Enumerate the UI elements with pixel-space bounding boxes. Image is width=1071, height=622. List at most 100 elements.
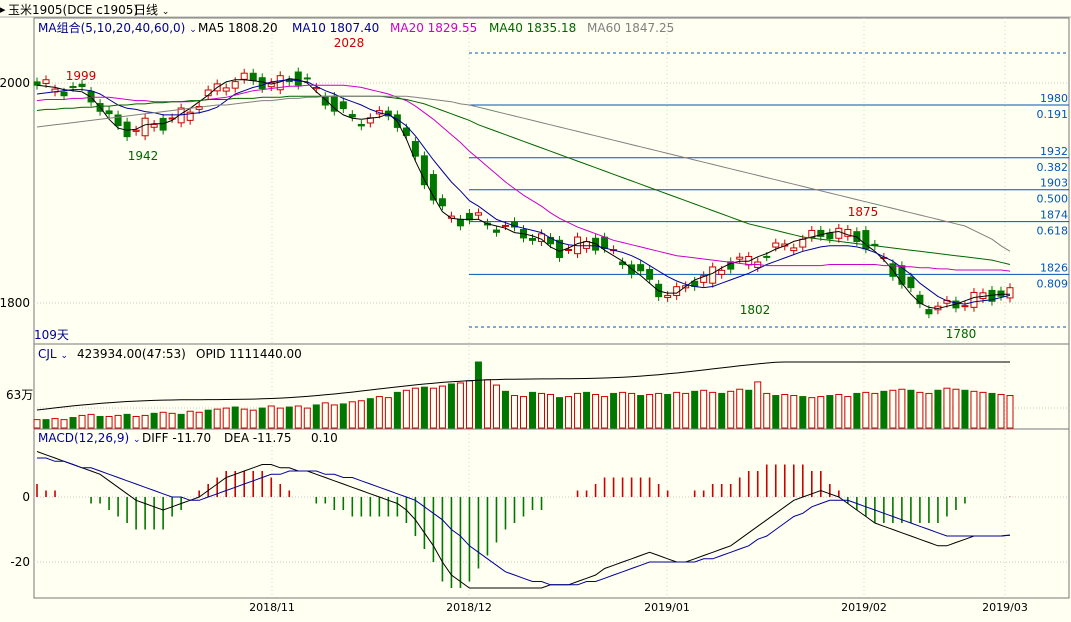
- period-label: 日线: [134, 3, 159, 17]
- volume-bar: [808, 397, 816, 429]
- bars-count-label: 109天: [34, 328, 69, 342]
- macd-series: [36, 451, 1011, 589]
- volume-bar: [610, 392, 618, 429]
- candle-body: [402, 127, 410, 136]
- fib-ratio-label: 0.191: [1037, 108, 1069, 121]
- volume-bar: [565, 396, 573, 429]
- fib-ratio-label: 0.500: [1037, 193, 1069, 206]
- volume-bar: [483, 379, 491, 429]
- volume-bar: [790, 395, 798, 429]
- volume-values: 423934.00(47:53): [77, 347, 186, 361]
- candle-body: [1006, 287, 1014, 299]
- candle-body: [348, 114, 356, 118]
- volume-bar: [1006, 395, 1014, 429]
- volume-bar: [880, 390, 888, 429]
- volume-group-label: CJL: [38, 347, 57, 361]
- volume-bar: [69, 417, 77, 429]
- volume-bar: [87, 413, 95, 429]
- price-annotation: 1802: [740, 303, 771, 317]
- candle-body: [718, 269, 726, 275]
- volume-bar: [204, 409, 212, 429]
- candle-body: [970, 291, 978, 308]
- volume-bar: [474, 361, 482, 429]
- volume-bar: [159, 411, 167, 429]
- volume-bar: [934, 389, 942, 429]
- volume-bar: [853, 392, 861, 429]
- candle-body: [186, 111, 194, 121]
- volume-bar: [799, 396, 807, 429]
- candle-body: [772, 242, 780, 248]
- volume-bar: [754, 381, 762, 429]
- candle-body: [529, 237, 537, 241]
- volume-bar: [916, 391, 924, 429]
- volume-bar: [961, 389, 969, 429]
- ma-group-selector[interactable]: MA组合(5,10,20,40,60,0) ⌄: [38, 21, 197, 37]
- candle-body: [294, 71, 302, 86]
- candle-body: [150, 123, 158, 128]
- volume-bar: [619, 391, 627, 429]
- candle-body: [817, 229, 825, 237]
- volume-bar: [123, 413, 131, 429]
- candle-body: [465, 212, 473, 221]
- candle-body: [799, 238, 807, 248]
- candle-body: [330, 95, 338, 112]
- volume-bar: [222, 407, 230, 429]
- candle-body: [907, 276, 915, 289]
- volume-bar: [258, 407, 266, 429]
- volume-bar: [997, 393, 1005, 429]
- menu-indicator-icon[interactable]: ▸: [0, 3, 6, 16]
- volume-bar: [979, 391, 987, 429]
- candle-body: [736, 256, 744, 260]
- chevron-down-icon: ⌄: [132, 435, 141, 445]
- candle-body: [60, 91, 68, 97]
- price-annotation: 1780: [946, 327, 977, 341]
- volume-bar: [105, 415, 113, 429]
- macd-tick-label: 0: [22, 490, 30, 504]
- volume-bar: [718, 392, 726, 429]
- volume-bar: [438, 385, 446, 429]
- volume-bar: [772, 395, 780, 429]
- ma10-legend: MA10 1807.40: [292, 21, 380, 35]
- candle-body: [826, 232, 834, 240]
- macd-group-selector[interactable]: MACD(12,26,9) ⌄: [38, 431, 141, 447]
- volume-bar: [366, 398, 374, 429]
- volume-bar: [510, 395, 518, 429]
- volume-bar: [393, 391, 401, 429]
- candle-body: [664, 295, 672, 298]
- moving-average-lines: [36, 78, 1011, 310]
- price-tick-label: 2000: [0, 76, 30, 90]
- fib-price-label: 1980: [1040, 92, 1068, 105]
- fib-price-label: 1874: [1040, 209, 1068, 222]
- candle-body: [646, 269, 654, 280]
- candle-body: [556, 239, 564, 258]
- candle-body: [997, 290, 1005, 297]
- ma-group-label: MA组合(5,10,20,40,60,0): [38, 21, 186, 35]
- volume-bar: [709, 391, 717, 429]
- macd-histogram-value: 0.10: [311, 431, 338, 445]
- volume-bar: [700, 389, 708, 429]
- ma-line-ma40: [36, 95, 1011, 265]
- volume-bar: [168, 412, 176, 429]
- chevron-down-icon: ⌄: [60, 351, 68, 361]
- candle-body: [925, 309, 933, 315]
- volume-bar: [844, 396, 852, 429]
- fib-ratio-label: 0.382: [1037, 161, 1069, 174]
- chevron-down-icon: ⌄: [161, 7, 170, 17]
- volume-bar: [465, 380, 473, 429]
- candle-body: [339, 101, 347, 110]
- macd-dea-value: DEA -11.75: [224, 431, 292, 445]
- volume-bar: [547, 393, 555, 429]
- candle-body: [429, 174, 437, 201]
- period-selector[interactable]: 日线 ⌄: [134, 3, 169, 19]
- macd-diff-value: DIFF -11.70: [142, 431, 212, 445]
- ma-line-ma5: [36, 78, 1010, 310]
- volume-bar: [781, 393, 789, 429]
- price-tick-label: 1800: [0, 296, 30, 310]
- volume-group-selector[interactable]: CJL ⌄: [38, 347, 68, 363]
- candle-body: [700, 275, 708, 283]
- candle-body: [637, 264, 645, 272]
- candle-body: [601, 236, 609, 249]
- volume-bar: [736, 388, 744, 429]
- candle-body: [87, 90, 95, 103]
